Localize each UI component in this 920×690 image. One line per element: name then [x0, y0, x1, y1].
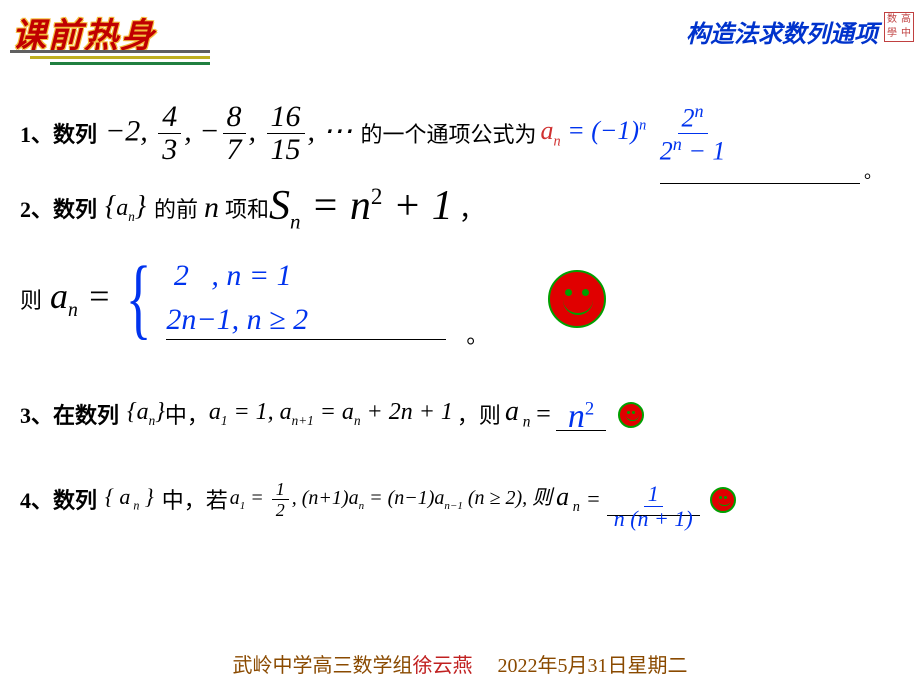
- title-right: 构造法求数列通项: [686, 14, 878, 49]
- p2-set: {an}: [105, 191, 146, 225]
- p2-label: 2、数列: [20, 192, 97, 224]
- logo-char: 中: [899, 27, 913, 41]
- p2-n: n: [204, 191, 219, 225]
- smiley-icon: [548, 270, 606, 328]
- p3-lhs: a n: [505, 396, 531, 432]
- footer-date: 2022年5月31日星期二: [498, 655, 688, 677]
- p4-ans-num: 1: [644, 483, 663, 507]
- p3-blank: n2: [556, 398, 606, 431]
- p4-mid: 中，: [162, 483, 206, 515]
- p4-blank: 1n (n + 1): [607, 483, 700, 516]
- p2-an: an =: [50, 275, 111, 322]
- p3-then: ，则: [457, 398, 501, 430]
- problem-3: 3、在数列 {an} 中， a1 = 1, an+1 = an + 2n + 1…: [20, 384, 900, 444]
- p2-then: 则: [20, 283, 42, 315]
- smiley-icon: [618, 400, 644, 428]
- slide-footer: 武岭中学高三数学组徐云燕 2022年5月31日星期二: [0, 649, 920, 678]
- p1-answer: an = (−1)n 2n2n − 1: [541, 102, 733, 164]
- p2-comma: ，: [459, 190, 485, 227]
- slide-content: 1、数列 −2, 43, −87, 1615, ⋯ 的一个通项公式为 an = …: [0, 70, 920, 534]
- p1-label: 1、数列: [20, 117, 97, 149]
- p2-end: 。: [466, 318, 488, 350]
- p2-mid2: 项和: [225, 192, 269, 224]
- logo-char: 数: [885, 13, 899, 27]
- logo-char: 高: [899, 13, 913, 27]
- logo-badge: 数 高 學 中: [884, 12, 914, 42]
- problem-2a: 2、数列 {an} 的前 n 项和 Sn = n2 + 1 ，: [20, 178, 900, 238]
- problem-2b: 则 an = { 2 , n = 1 2n−1, n ≥ 2 。: [20, 244, 900, 354]
- brace-icon: {: [126, 259, 152, 339]
- p2-piecewise: 2 , n = 1 2n−1, n ≥ 2: [166, 259, 446, 340]
- p2-eq: Sn = n2 + 1: [269, 182, 453, 234]
- p4-cond: a1 = 12, (n+1)an = (n−1)an−1 (n ≥ 2), 则: [230, 480, 552, 519]
- footer-teacher: 徐云燕: [413, 655, 473, 677]
- problem-4: 4、数列 { a n } 中， 若 a1 = 12, (n+1)an = (n−…: [20, 464, 900, 534]
- p3-cond: a1 = 1, an+1 = an + 2n + 1: [209, 399, 453, 429]
- p1-seq: −2, 43, −87, 1615, ⋯: [105, 102, 353, 165]
- p4-if: 若: [206, 483, 228, 515]
- p4-set: { a n }: [105, 484, 154, 513]
- title-underlines: [10, 50, 210, 65]
- p3-set: {an}: [127, 399, 165, 429]
- p3-mid: 中，: [165, 398, 209, 430]
- logo-char: 學: [885, 27, 899, 41]
- p4-label: 4、数列: [20, 483, 97, 515]
- slide-header: 课前热身 构造法求数列通项 数 高 學 中: [0, 0, 920, 70]
- p1-tail: 的一个通项公式为: [361, 117, 537, 149]
- p2-mid1: 的前: [154, 192, 198, 224]
- p3-label: 3、在数列: [20, 398, 119, 430]
- p3-eq: =: [534, 399, 552, 429]
- p2-piece2: 2n−1, n ≥ 2: [166, 303, 446, 340]
- problem-1: 1、数列 −2, 43, −87, 1615, ⋯ 的一个通项公式为 an = …: [20, 88, 900, 178]
- p2-piece1: 2 , n = 1: [166, 259, 446, 293]
- p3-answer: n2: [568, 398, 594, 435]
- footer-school: 武岭中学高三数学组: [233, 655, 413, 677]
- p4-lhs: a n: [556, 482, 580, 516]
- p4-answer: 1n (n + 1): [607, 491, 700, 516]
- smiley-icon: [710, 485, 736, 513]
- p4-eq: =: [586, 486, 601, 512]
